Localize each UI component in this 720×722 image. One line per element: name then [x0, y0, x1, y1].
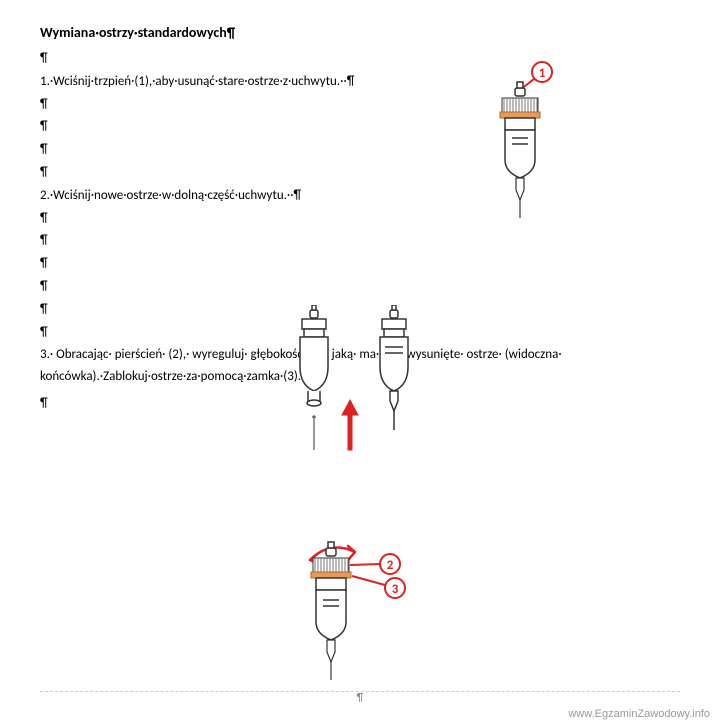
svg-text:2: 2	[387, 558, 394, 573]
empty-paragraph: ¶	[40, 95, 680, 116]
watermark-text: www.EgzaminZawodowy.info	[568, 708, 710, 720]
empty-paragraph: ¶	[40, 209, 680, 230]
figure-2-insert-blade	[270, 305, 440, 460]
empty-paragraph: ¶	[40, 163, 680, 184]
figure-3-adjust-depth: 2 3	[280, 530, 450, 710]
empty-paragraph: ¶	[40, 254, 680, 275]
svg-text:3: 3	[392, 582, 399, 597]
svg-text:1: 1	[539, 66, 546, 81]
empty-paragraph: ¶	[40, 117, 680, 138]
empty-paragraph: ¶	[40, 49, 680, 70]
step-1-text: 1.·Wciśnij·trzpień·(1),·aby·usunąć·stare…	[40, 72, 680, 93]
adjust-depth-icon: 2 3	[280, 530, 450, 705]
insert-blade-icon	[270, 305, 440, 455]
empty-paragraph: ¶	[40, 140, 680, 161]
blade-holder-icon: 1	[480, 60, 570, 230]
empty-paragraph: ¶	[40, 277, 680, 298]
empty-paragraph: ¶	[40, 231, 680, 252]
step-2-text: 2.·Wciśnij·nowe·ostrze·w·dolną·część·uch…	[40, 186, 680, 207]
footer-pilcrow: ¶	[357, 691, 363, 704]
figure-1-blade-holder: 1	[480, 60, 570, 235]
page-title: Wymiana·ostrzy·standardowych¶	[40, 24, 680, 41]
